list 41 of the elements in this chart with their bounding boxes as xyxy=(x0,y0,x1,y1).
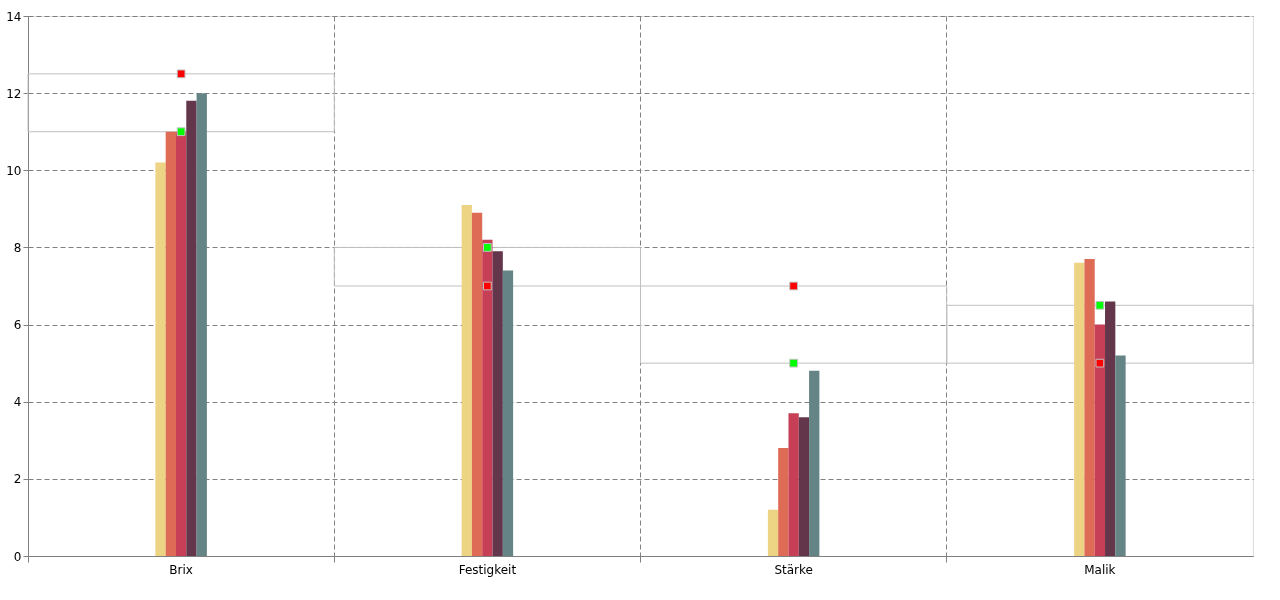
bar xyxy=(798,417,810,556)
bar xyxy=(809,370,820,556)
bar xyxy=(461,205,472,556)
y-tick-label: 6 xyxy=(13,318,22,333)
point xyxy=(176,69,186,79)
bar xyxy=(767,509,779,556)
bar xyxy=(788,413,799,556)
point xyxy=(483,243,492,252)
bar xyxy=(1074,262,1085,556)
bar xyxy=(186,100,197,556)
point xyxy=(1095,300,1105,310)
x-tick-label: Festigkeit xyxy=(458,562,517,577)
y-tick-label: 10 xyxy=(6,163,22,178)
bar xyxy=(165,131,176,556)
bar xyxy=(1105,301,1116,556)
point xyxy=(789,358,798,368)
y-tick-label: 14 xyxy=(6,9,22,24)
bar xyxy=(155,162,166,556)
x-tick-label: Stärke xyxy=(774,562,813,577)
y-tick-label: 12 xyxy=(6,86,22,101)
y-tick-label: 8 xyxy=(13,240,22,255)
bar xyxy=(1084,259,1095,556)
point xyxy=(483,281,492,291)
bar xyxy=(1115,355,1126,556)
bar xyxy=(1094,324,1106,556)
bar xyxy=(502,270,514,556)
point xyxy=(176,127,186,137)
y-tick-label: 2 xyxy=(13,472,22,487)
y-tick-label: 4 xyxy=(13,395,22,410)
bar xyxy=(492,251,503,556)
y-tick-label: 0 xyxy=(13,549,22,564)
bar xyxy=(196,93,207,556)
x-tick-label: Malik xyxy=(1084,562,1116,577)
x-tick-label: Brix xyxy=(169,562,193,577)
bar xyxy=(778,448,789,556)
bar xyxy=(27,73,335,133)
bar xyxy=(482,239,493,556)
bar xyxy=(471,212,483,556)
bar xyxy=(175,131,187,556)
point xyxy=(1095,358,1105,368)
point xyxy=(789,281,798,291)
